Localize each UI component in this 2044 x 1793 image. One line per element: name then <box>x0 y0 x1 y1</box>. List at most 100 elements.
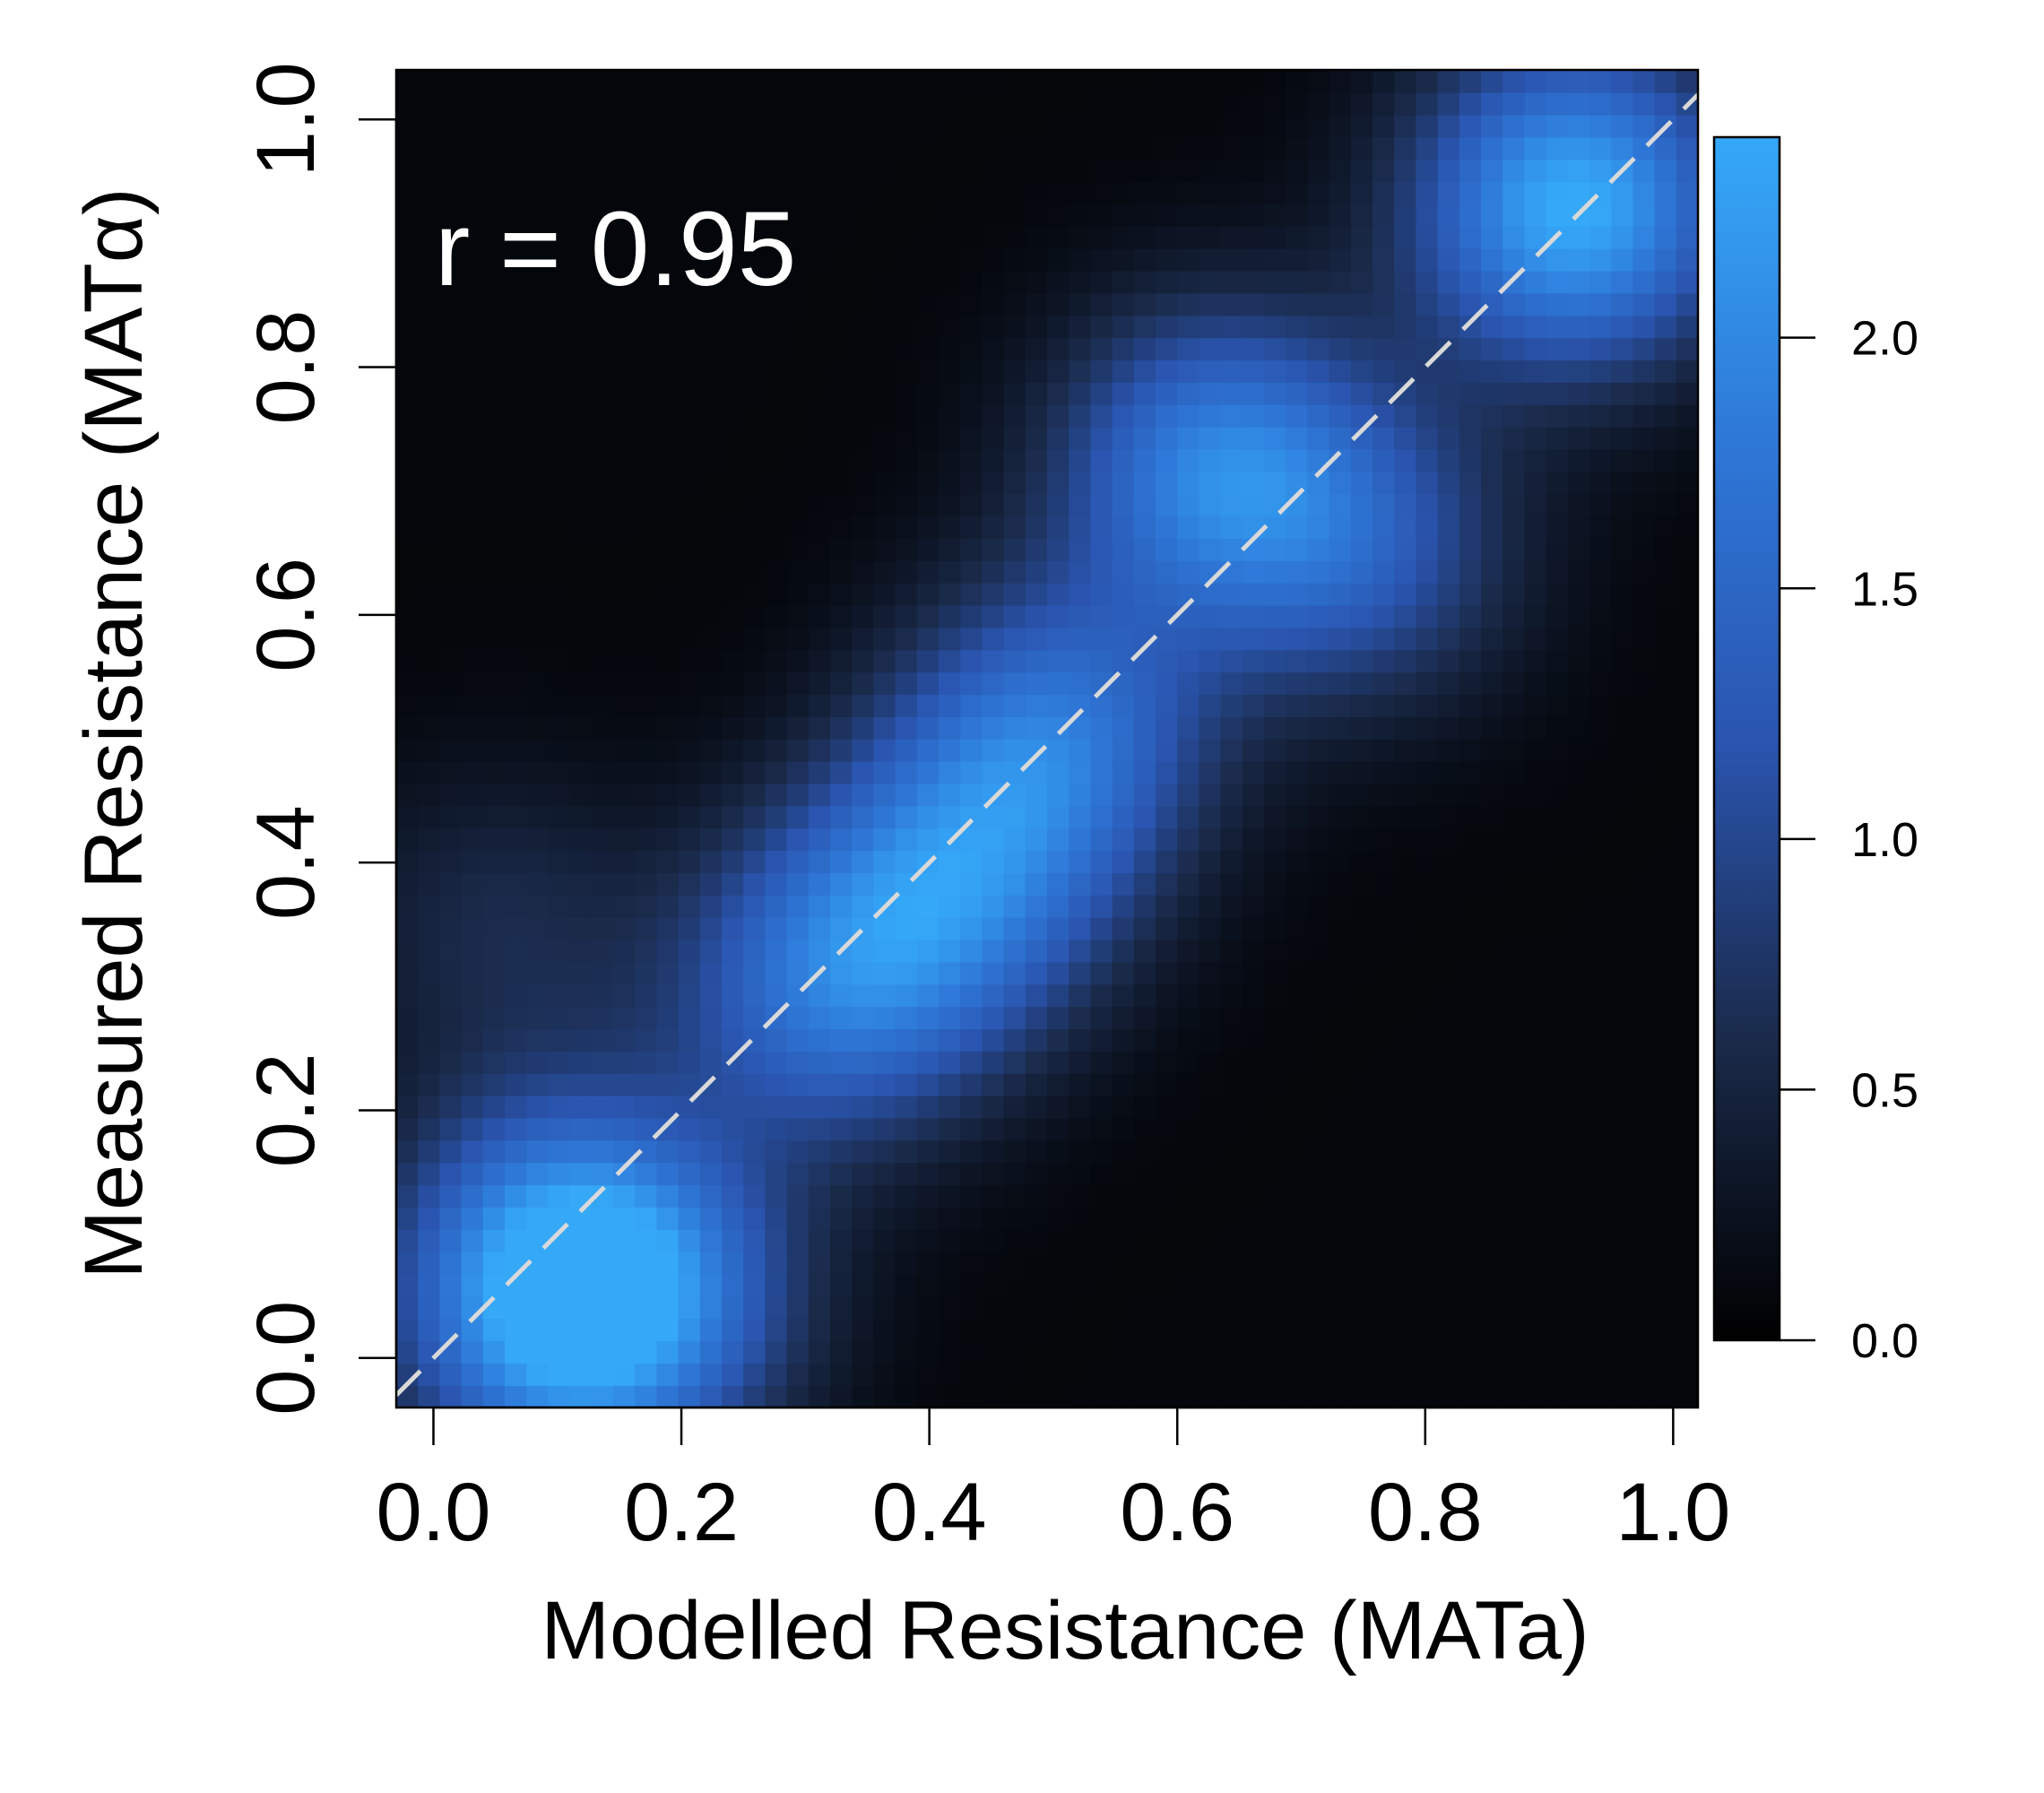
heatmap-cell <box>786 91 810 116</box>
heatmap-cell <box>591 1006 614 1030</box>
heatmap-cell <box>765 1340 788 1364</box>
heatmap-cell <box>1416 627 1439 651</box>
heatmap-cell <box>569 627 593 651</box>
heatmap-cell <box>1416 916 1439 940</box>
heatmap-cell <box>591 315 614 339</box>
heatmap-cell <box>1589 850 1612 873</box>
heatmap-cell <box>396 404 419 428</box>
heatmap-cell <box>960 1162 983 1186</box>
heatmap-cell <box>505 1073 527 1096</box>
heatmap-cell <box>656 604 680 628</box>
heatmap-cell <box>1003 359 1026 383</box>
heatmap-cell <box>1199 136 1222 160</box>
heatmap-cell <box>1329 471 1352 495</box>
heatmap-cell <box>1003 159 1026 183</box>
heatmap-cell <box>526 1184 550 1208</box>
heatmap-cell <box>1133 716 1156 740</box>
heatmap-cell <box>1394 627 1417 651</box>
heatmap-cell <box>1633 1006 1656 1030</box>
heatmap-cell <box>808 1340 831 1364</box>
heatmap-cell <box>873 515 896 539</box>
heatmap-cell <box>743 671 766 696</box>
heatmap-cell <box>1503 872 1526 896</box>
heatmap-cell <box>1611 493 1634 517</box>
heatmap-cell <box>1611 805 1634 829</box>
heatmap-cell <box>1589 204 1612 227</box>
heatmap-cell <box>1611 136 1634 160</box>
heatmap-cell <box>1567 895 1590 918</box>
heatmap-cell <box>1177 337 1200 361</box>
heatmap-cell <box>1286 1385 1309 1408</box>
heatmap-cell <box>1242 136 1265 160</box>
heatmap-cell <box>1524 292 1547 316</box>
heatmap-cell <box>808 850 831 873</box>
heatmap-cell <box>743 850 766 873</box>
heatmap-cell <box>1003 805 1026 829</box>
heatmap-cell <box>1503 939 1526 963</box>
heatmap-cell <box>1633 247 1656 272</box>
heatmap-cell <box>895 404 918 428</box>
heatmap-cell <box>1350 716 1373 740</box>
heatmap-cell <box>1286 1318 1309 1342</box>
heatmap-cell <box>916 204 940 227</box>
heatmap-cell <box>1416 872 1439 896</box>
heatmap-cell <box>1003 895 1026 918</box>
heatmap-cell <box>1567 1051 1590 1074</box>
heatmap-cell <box>1459 404 1482 428</box>
heatmap-cell <box>1025 1251 1048 1275</box>
heatmap-cell <box>1286 1139 1309 1164</box>
heatmap-cell <box>418 939 441 963</box>
heatmap-cell <box>1459 827 1482 852</box>
heatmap-cell <box>1069 538 1092 561</box>
heatmap-cell <box>591 739 614 762</box>
heatmap-cell <box>439 1006 463 1030</box>
heatmap-cell <box>765 159 788 183</box>
heatmap-cell <box>526 671 550 696</box>
heatmap-cell <box>526 159 550 183</box>
heatmap-cell <box>699 582 723 606</box>
heatmap-cell <box>939 627 961 651</box>
heatmap-cell <box>635 1006 658 1030</box>
heatmap-cell <box>1481 70 1503 93</box>
heatmap-cell <box>722 1028 744 1052</box>
heatmap-cell <box>1437 1385 1460 1408</box>
heatmap-cell <box>418 226 441 249</box>
heatmap-cell <box>1481 560 1503 584</box>
heatmap-cell <box>722 471 744 495</box>
heatmap-cell <box>916 582 940 606</box>
heatmap-cell <box>1373 315 1395 339</box>
heatmap-cell <box>1546 604 1569 628</box>
heatmap-cell <box>613 716 636 740</box>
heatmap-cell <box>960 1095 983 1119</box>
heatmap-cell <box>1047 1273 1070 1297</box>
heatmap-cell <box>1676 226 1698 249</box>
heatmap-cell <box>1503 805 1526 829</box>
heatmap-cell <box>1307 983 1330 1008</box>
heatmap-cell <box>548 538 571 561</box>
heatmap-cell <box>1676 1318 1698 1342</box>
heatmap-cell <box>1654 1073 1677 1096</box>
heatmap-cell <box>1350 916 1373 940</box>
heatmap-cell <box>1437 783 1460 807</box>
heatmap-cell <box>722 1318 744 1342</box>
heatmap-cell <box>830 916 853 940</box>
heatmap-cell <box>1546 448 1569 472</box>
heatmap-cell <box>722 961 744 985</box>
heatmap-cell <box>852 983 875 1008</box>
heatmap-cell <box>569 114 593 138</box>
heatmap-cell <box>635 1295 658 1320</box>
heatmap-cell <box>1394 783 1417 807</box>
heatmap-cell <box>916 604 940 628</box>
heatmap-cell <box>1546 783 1569 807</box>
heatmap-cell <box>699 515 723 539</box>
heatmap-cell <box>1589 939 1612 963</box>
heatmap-cell <box>1459 916 1482 940</box>
heatmap-cell <box>396 448 419 472</box>
heatmap-cell <box>1069 382 1092 405</box>
heatmap-cell <box>743 204 766 227</box>
heatmap-cell <box>1394 1318 1417 1342</box>
heatmap-cell <box>569 448 593 472</box>
heatmap-cell <box>1524 1229 1547 1252</box>
heatmap-cell <box>1611 716 1634 740</box>
heatmap-cell <box>526 359 550 383</box>
